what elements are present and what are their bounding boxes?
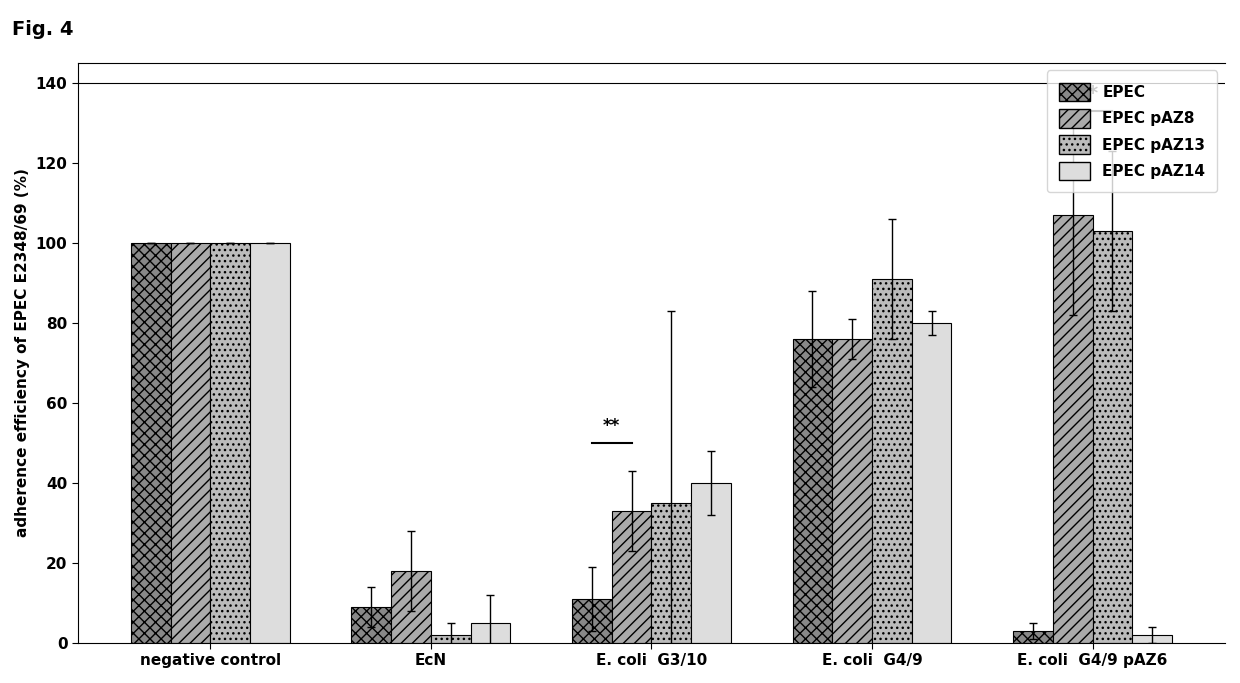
Bar bbox=[1053, 214, 1092, 643]
Text: Fig. 4: Fig. 4 bbox=[12, 20, 74, 40]
Bar bbox=[872, 279, 911, 643]
Bar bbox=[792, 339, 832, 643]
Bar bbox=[250, 242, 290, 643]
Bar bbox=[611, 511, 651, 643]
Bar bbox=[171, 242, 211, 643]
Bar bbox=[391, 570, 430, 643]
Bar bbox=[130, 242, 171, 643]
Bar bbox=[651, 503, 691, 643]
Bar bbox=[691, 483, 730, 643]
Y-axis label: adherence efficiency of EPEC E2348/69 (%): adherence efficiency of EPEC E2348/69 (%… bbox=[15, 168, 30, 537]
Bar bbox=[911, 322, 951, 643]
Legend: EPEC, EPEC pAZ8, EPEC pAZ13, EPEC pAZ14: EPEC, EPEC pAZ8, EPEC pAZ13, EPEC pAZ14 bbox=[1047, 70, 1218, 193]
Bar bbox=[1092, 231, 1132, 643]
Bar bbox=[211, 242, 250, 643]
Text: **: ** bbox=[603, 417, 620, 434]
Bar bbox=[351, 607, 391, 643]
Bar bbox=[470, 623, 510, 643]
Bar bbox=[572, 598, 611, 643]
Text: *: * bbox=[1087, 84, 1097, 103]
Bar bbox=[1132, 635, 1172, 643]
Bar bbox=[1013, 630, 1053, 643]
Bar bbox=[832, 339, 872, 643]
Bar bbox=[430, 635, 470, 643]
